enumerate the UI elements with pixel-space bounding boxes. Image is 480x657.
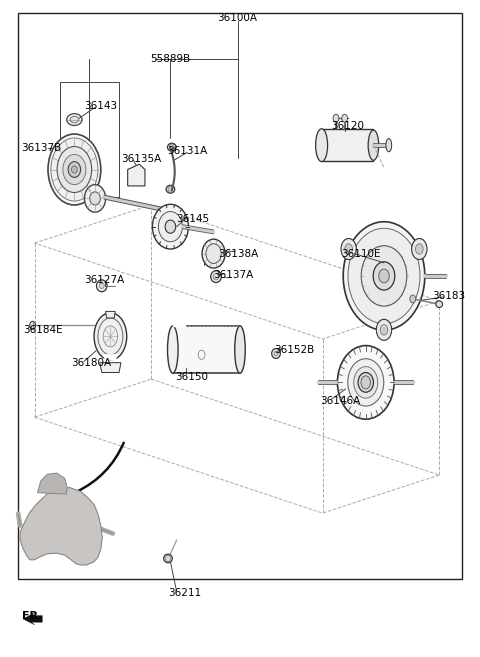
Circle shape <box>376 319 392 340</box>
Text: 36211: 36211 <box>168 587 201 598</box>
Circle shape <box>169 144 174 150</box>
Circle shape <box>168 186 173 193</box>
Ellipse shape <box>361 246 407 306</box>
Circle shape <box>412 238 427 260</box>
Ellipse shape <box>206 244 221 263</box>
Ellipse shape <box>358 373 373 392</box>
Polygon shape <box>104 355 117 360</box>
Text: 36180A: 36180A <box>71 358 111 369</box>
Circle shape <box>341 238 356 260</box>
Text: 36131A: 36131A <box>167 146 207 156</box>
Ellipse shape <box>165 220 176 233</box>
Ellipse shape <box>90 192 100 205</box>
Text: 36135A: 36135A <box>121 154 161 164</box>
Ellipse shape <box>152 204 188 249</box>
Circle shape <box>416 244 423 254</box>
Ellipse shape <box>48 134 101 205</box>
Ellipse shape <box>168 143 176 151</box>
Text: 55889B: 55889B <box>150 54 191 64</box>
Text: 36137B: 36137B <box>22 143 62 154</box>
Circle shape <box>345 244 352 254</box>
Ellipse shape <box>337 346 394 419</box>
Ellipse shape <box>63 154 86 185</box>
Text: 36137A: 36137A <box>214 269 254 280</box>
Bar <box>18 13 462 579</box>
Circle shape <box>410 295 416 303</box>
Ellipse shape <box>213 273 219 280</box>
Ellipse shape <box>436 301 443 307</box>
Ellipse shape <box>72 166 77 173</box>
Circle shape <box>166 555 170 562</box>
Text: 36150: 36150 <box>175 372 208 382</box>
Ellipse shape <box>84 185 106 212</box>
Ellipse shape <box>51 138 98 201</box>
Circle shape <box>380 325 388 335</box>
Ellipse shape <box>272 348 280 359</box>
Circle shape <box>342 114 348 122</box>
Text: 36152B: 36152B <box>275 344 315 355</box>
Ellipse shape <box>316 129 327 162</box>
Circle shape <box>131 173 136 179</box>
Ellipse shape <box>166 185 175 193</box>
Ellipse shape <box>70 116 79 123</box>
Ellipse shape <box>379 269 389 283</box>
Ellipse shape <box>57 147 92 193</box>
Ellipse shape <box>67 114 82 125</box>
Text: 36100A: 36100A <box>217 13 258 24</box>
Ellipse shape <box>368 130 379 160</box>
Ellipse shape <box>348 229 420 324</box>
Circle shape <box>138 172 142 177</box>
Text: 36145: 36145 <box>177 214 210 224</box>
Ellipse shape <box>99 283 104 288</box>
Ellipse shape <box>211 271 221 283</box>
Text: 36146A: 36146A <box>321 396 361 407</box>
Ellipse shape <box>168 208 176 214</box>
Text: 36120: 36120 <box>331 121 364 131</box>
Text: FR.: FR. <box>22 610 42 621</box>
Polygon shape <box>37 473 67 494</box>
Circle shape <box>333 114 339 122</box>
Text: 36110E: 36110E <box>341 249 380 260</box>
Ellipse shape <box>274 351 278 356</box>
Bar <box>173 326 240 373</box>
Ellipse shape <box>168 326 178 373</box>
Text: 36184E: 36184E <box>23 325 63 335</box>
Circle shape <box>30 321 36 329</box>
Ellipse shape <box>94 313 127 360</box>
Polygon shape <box>100 363 121 373</box>
Polygon shape <box>23 613 42 625</box>
Ellipse shape <box>68 162 81 177</box>
Ellipse shape <box>354 367 378 398</box>
Polygon shape <box>128 164 145 186</box>
Bar <box>322 129 373 161</box>
Ellipse shape <box>348 359 384 406</box>
Ellipse shape <box>386 139 392 152</box>
Polygon shape <box>173 322 185 326</box>
Ellipse shape <box>373 262 395 290</box>
Text: 36183: 36183 <box>432 290 465 301</box>
Circle shape <box>361 376 371 389</box>
Text: 36143: 36143 <box>84 101 117 112</box>
Text: 36138A: 36138A <box>218 248 259 259</box>
Ellipse shape <box>164 555 172 562</box>
Ellipse shape <box>235 326 245 373</box>
Polygon shape <box>106 311 115 318</box>
Ellipse shape <box>96 280 107 292</box>
Text: 36127A: 36127A <box>84 275 124 285</box>
Ellipse shape <box>343 222 425 330</box>
Polygon shape <box>20 487 102 565</box>
Ellipse shape <box>202 239 225 268</box>
Ellipse shape <box>158 212 182 242</box>
